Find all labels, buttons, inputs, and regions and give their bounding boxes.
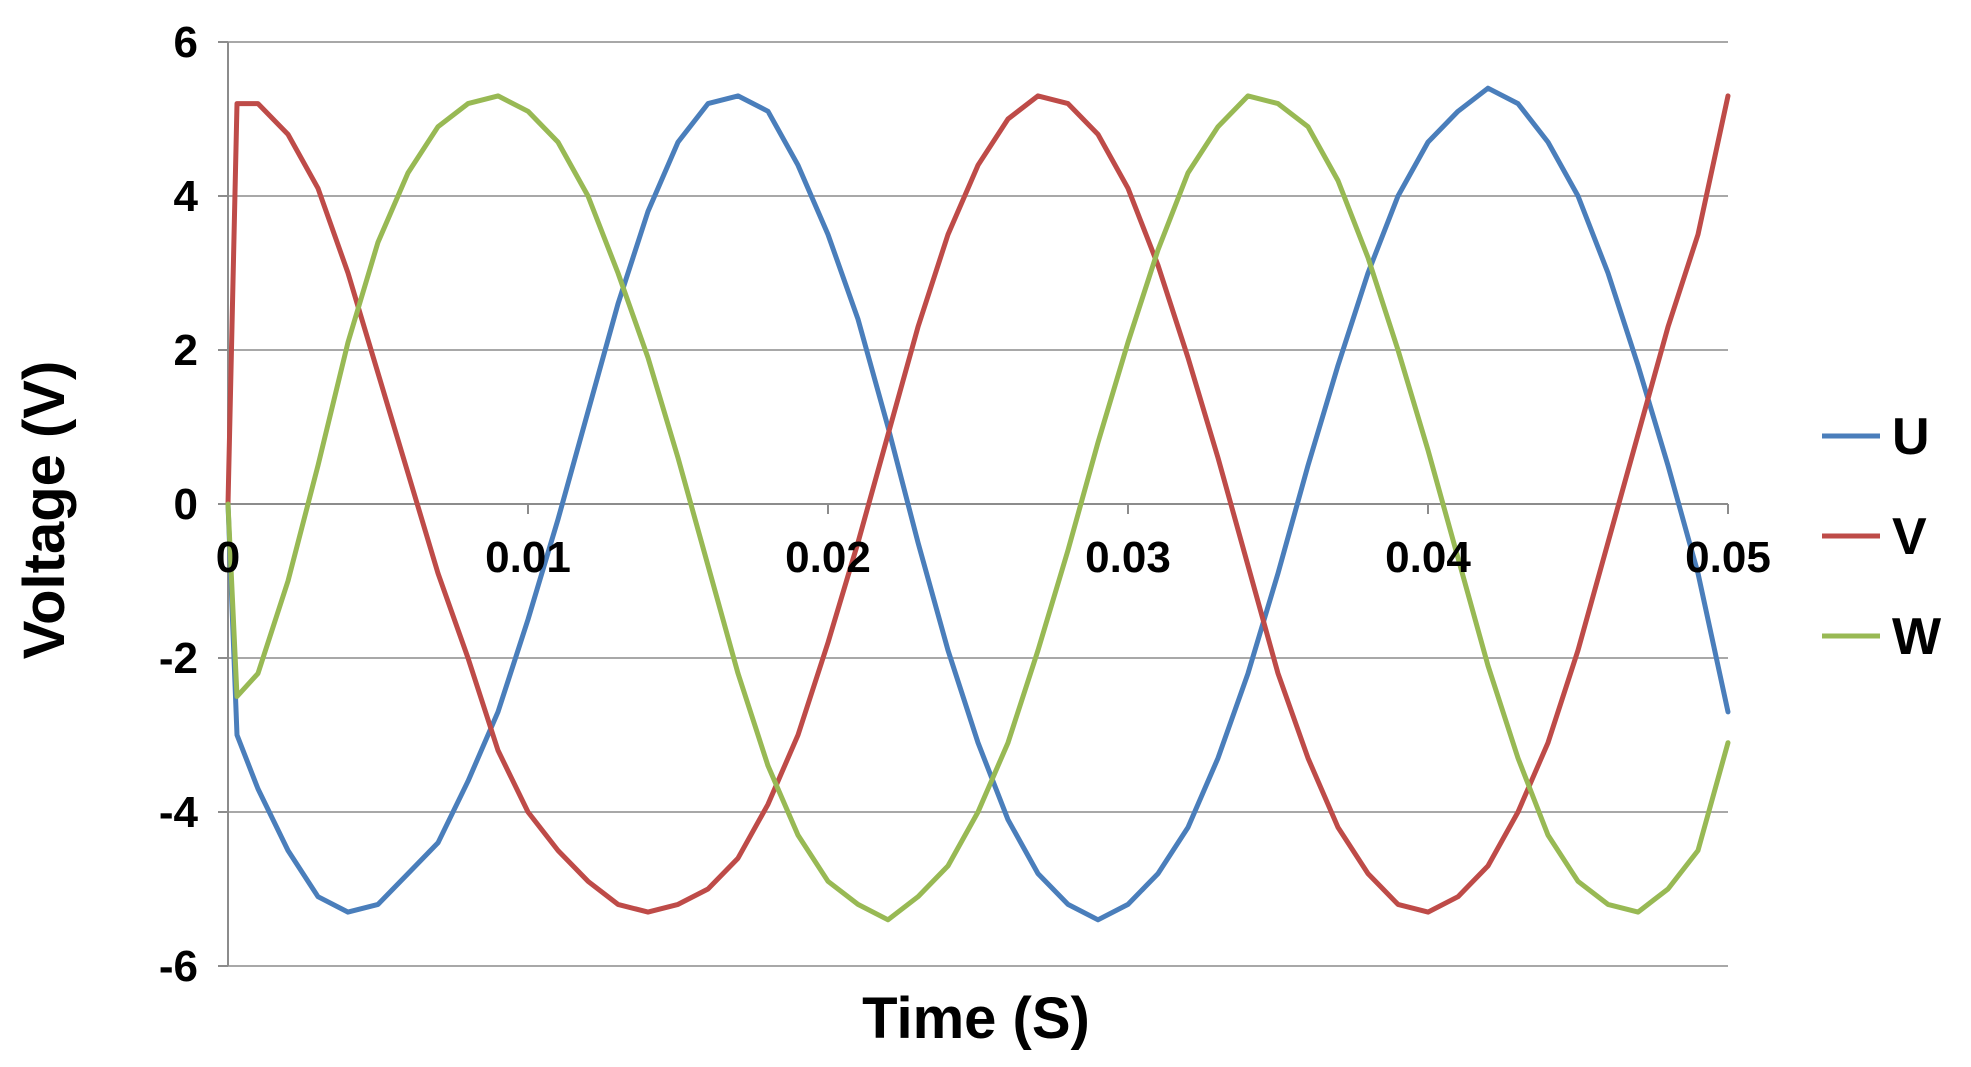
series-lines [225, 85, 1731, 923]
x-tick-label-0: 0 [216, 533, 240, 582]
y-tick-label-4: 2 [174, 326, 198, 375]
x-tick-label-4: 0.04 [1385, 533, 1471, 582]
x-tick-label-5: 0.05 [1685, 533, 1771, 582]
series-line-u [225, 85, 1731, 923]
x-axis-title: Time (S) [862, 986, 1090, 1051]
series-line-v [225, 93, 1731, 915]
y-tick-label-5: 4 [174, 172, 199, 221]
tick-labels: -6 -4 -2 0 2 4 6 0 0.01 0.02 0.03 0.04 0.05 [159, 18, 1771, 991]
x-tick-label-1: 0.01 [485, 533, 571, 582]
y-tick-label-0: -6 [159, 942, 198, 991]
legend-label-w: W [1892, 608, 1942, 666]
y-tick-label-1: -4 [159, 788, 199, 837]
y-tick-label-6: 6 [174, 18, 198, 67]
x-tick-label-2: 0.02 [785, 533, 871, 582]
series-line-w [225, 93, 1731, 923]
legend-label-v: V [1892, 508, 1927, 566]
x-tick-label-3: 0.03 [1085, 533, 1171, 582]
legend-label-u: U [1892, 408, 1930, 466]
legend: UVW [1822, 408, 1942, 666]
y-axis-title: Voltage (V) [12, 361, 77, 660]
y-tick-label-3: 0 [174, 480, 198, 529]
y-tick-label-2: -2 [159, 634, 198, 683]
